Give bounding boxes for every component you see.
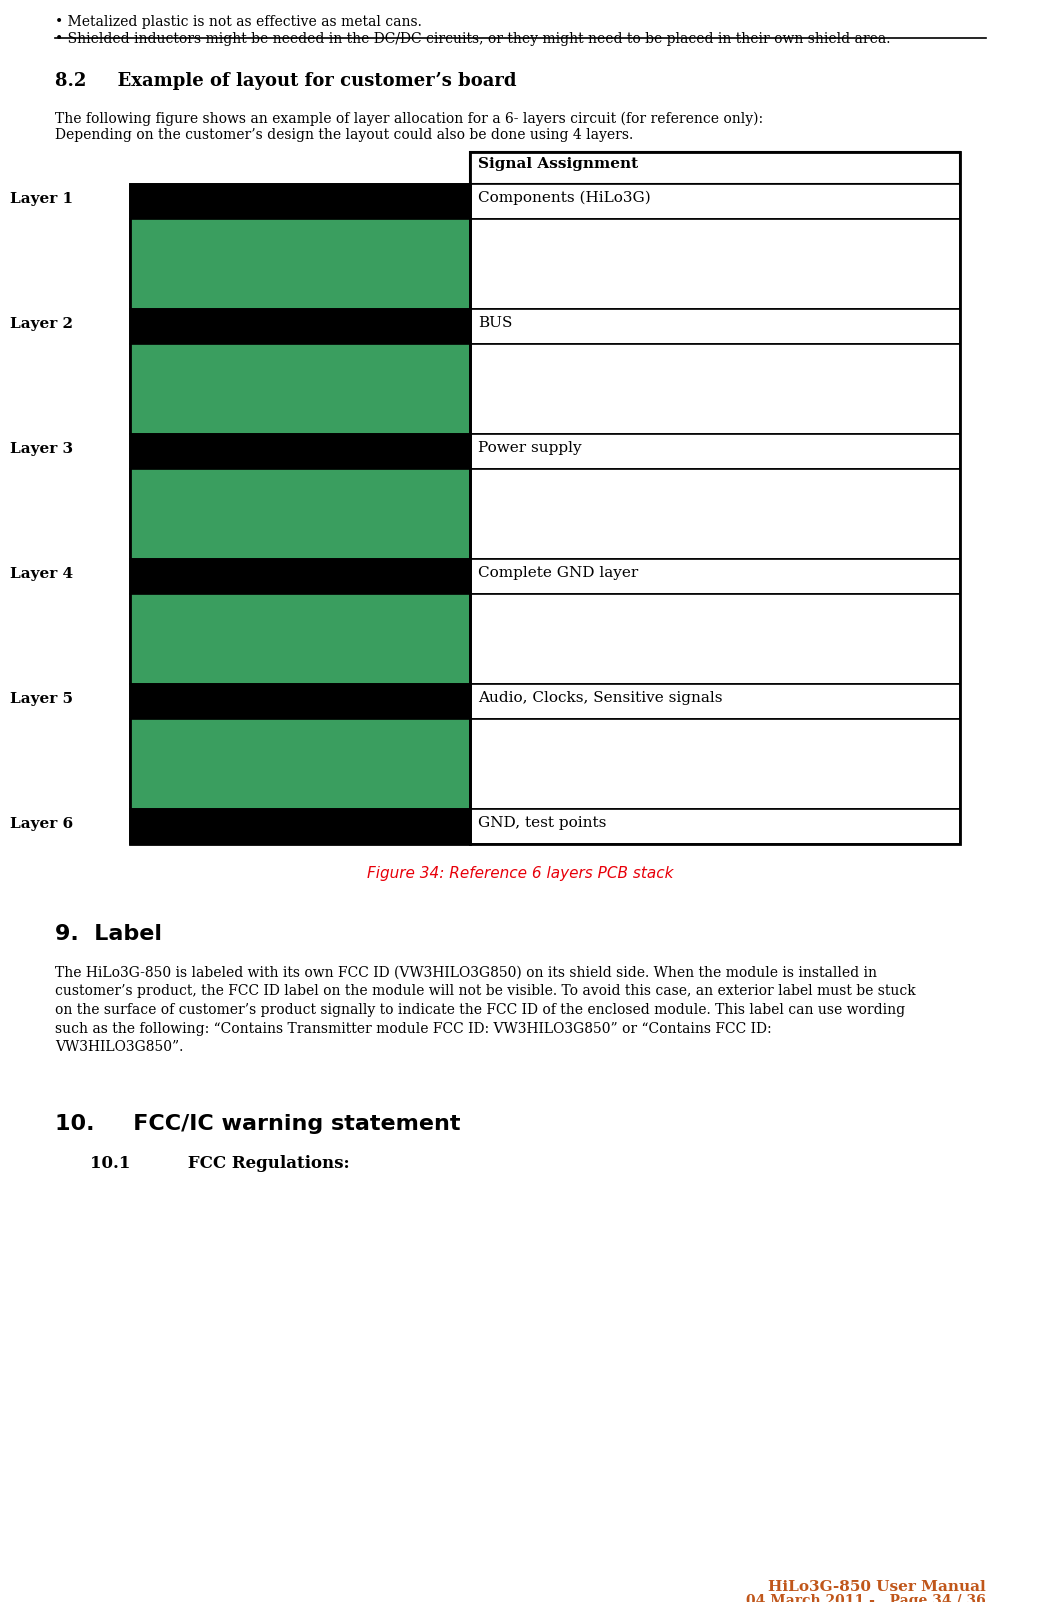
Bar — [130, 184, 469, 219]
Bar — [130, 184, 469, 219]
Bar — [469, 469, 960, 559]
Bar — [130, 434, 469, 469]
Bar — [130, 559, 469, 594]
Text: • Metalized plastic is not as effective as metal cans.: • Metalized plastic is not as effective … — [55, 14, 422, 29]
Text: Layer 2: Layer 2 — [10, 317, 73, 332]
Text: The HiLo3G-850 is labeled with its own FCC ID (VW3HILO3G850) on its shield side.: The HiLo3G-850 is labeled with its own F… — [55, 966, 877, 980]
Bar — [130, 344, 469, 434]
Bar — [130, 684, 469, 719]
Bar — [469, 719, 960, 809]
Bar — [469, 219, 960, 309]
Text: 9.  Label: 9. Label — [55, 924, 162, 944]
Bar — [130, 719, 469, 809]
Bar — [469, 809, 960, 844]
Bar — [469, 152, 960, 844]
Text: 8.2     Example of layout for customer’s board: 8.2 Example of layout for customer’s boa… — [55, 72, 516, 90]
Bar — [469, 434, 960, 469]
Text: such as the following: “Contains Transmitter module FCC ID: VW3HILO3G850” or “Co: such as the following: “Contains Transmi… — [55, 1022, 771, 1035]
Bar — [130, 809, 469, 844]
Text: 04 March 2011 -   Page 34 / 36: 04 March 2011 - Page 34 / 36 — [746, 1594, 986, 1602]
Bar — [130, 184, 469, 844]
Bar — [130, 684, 469, 719]
Text: Layer 5: Layer 5 — [10, 692, 73, 706]
Text: Signal Assignment: Signal Assignment — [478, 157, 638, 171]
Text: Layer 6: Layer 6 — [10, 817, 73, 831]
Bar — [469, 344, 960, 434]
Bar — [469, 684, 960, 719]
Text: BUS: BUS — [478, 316, 512, 330]
Text: Power supply: Power supply — [478, 441, 582, 455]
Text: The following figure shows an example of layer allocation for a 6- layers circui: The following figure shows an example of… — [55, 112, 763, 127]
Bar — [130, 594, 469, 684]
Text: on the surface of customer’s product signally to indicate the FCC ID of the encl: on the surface of customer’s product sig… — [55, 1003, 905, 1017]
Bar — [130, 434, 469, 469]
Text: 10.     FCC/IC warning statement: 10. FCC/IC warning statement — [55, 1113, 460, 1134]
Text: • Shielded inductors might be needed in the DC/DC circuits, or they might need t: • Shielded inductors might be needed in … — [55, 32, 890, 46]
Bar — [130, 469, 469, 559]
Text: Audio, Clocks, Sensitive signals: Audio, Clocks, Sensitive signals — [478, 690, 722, 705]
Bar — [469, 184, 960, 219]
Text: Layer 3: Layer 3 — [10, 442, 73, 457]
Bar — [130, 469, 469, 559]
Bar — [130, 809, 469, 844]
Text: VW3HILO3G850”.: VW3HILO3G850”. — [55, 1040, 183, 1054]
Bar — [469, 309, 960, 344]
Bar — [130, 344, 469, 434]
Bar — [130, 559, 469, 594]
Text: Figure 34: Reference 6 layers PCB stack: Figure 34: Reference 6 layers PCB stack — [366, 867, 674, 881]
Text: customer’s product, the FCC ID label on the module will not be visible. To avoid: customer’s product, the FCC ID label on … — [55, 985, 916, 998]
Bar — [130, 309, 469, 344]
Bar — [130, 219, 469, 309]
Text: Depending on the customer’s design the layout could also be done using 4 layers.: Depending on the customer’s design the l… — [55, 128, 633, 143]
Text: Complete GND layer: Complete GND layer — [478, 566, 638, 580]
Bar — [130, 719, 469, 809]
Bar — [130, 594, 469, 684]
Bar — [130, 219, 469, 309]
Text: HiLo3G-850 User Manual: HiLo3G-850 User Manual — [768, 1580, 986, 1594]
Text: Components (HiLo3G): Components (HiLo3G) — [478, 191, 651, 205]
Text: GND, test points: GND, test points — [478, 815, 606, 830]
Text: Layer 1: Layer 1 — [10, 192, 73, 207]
Text: Layer 4: Layer 4 — [10, 567, 73, 582]
Bar — [469, 152, 960, 184]
Bar — [469, 594, 960, 684]
Text: 10.1          FCC Regulations:: 10.1 FCC Regulations: — [90, 1155, 350, 1173]
Bar — [130, 309, 469, 344]
Bar — [469, 559, 960, 594]
